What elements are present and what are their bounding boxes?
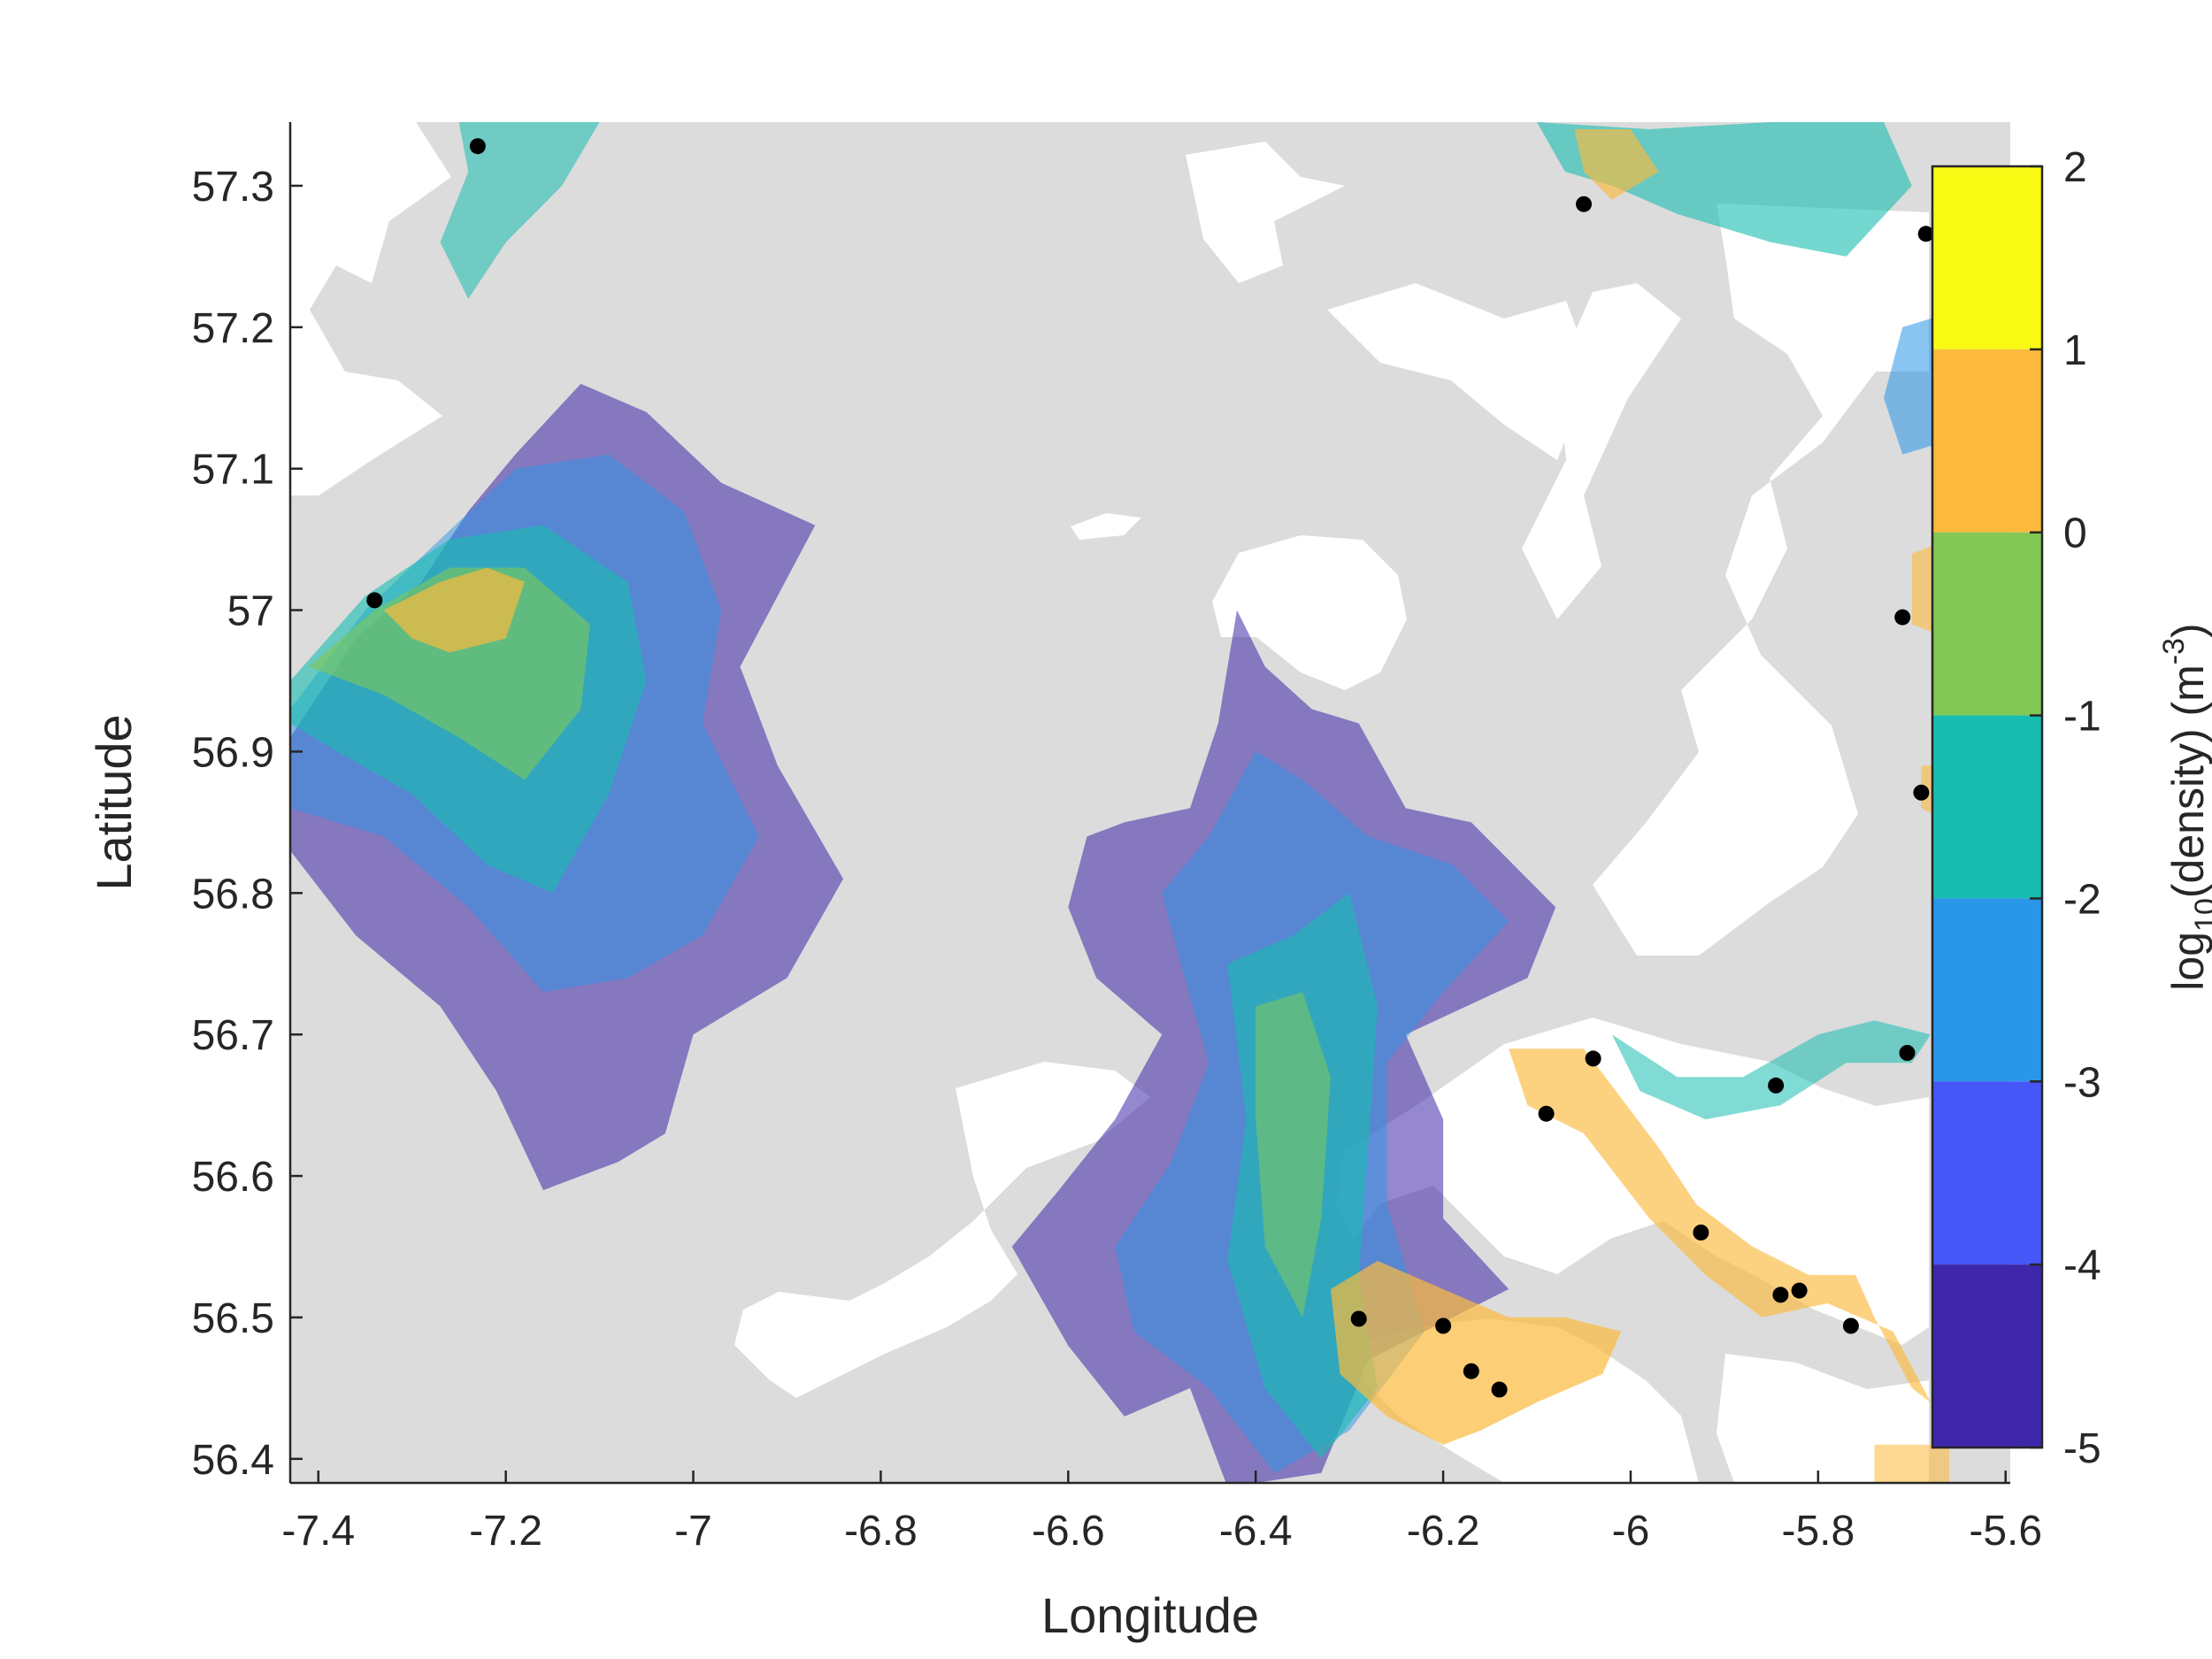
site-marker: [1463, 1363, 1479, 1379]
colorbar-label-mid: (density) (m: [2163, 664, 2212, 898]
colorbar-label-base: log: [2163, 932, 2212, 991]
colorbar-label-sub: 10: [2189, 898, 2212, 932]
colorbar-bin: [1932, 715, 2042, 899]
site-marker: [1538, 1105, 1555, 1122]
y-tick-label: 56.9: [192, 729, 274, 776]
x-tick-label: -6.4: [1219, 1508, 1293, 1555]
sea-ne-loch-b: [1522, 283, 1681, 619]
colorbar-label-end: ): [2163, 623, 2212, 638]
colorbar-ticks: 2 1 0 -1 -2 -3 -4 -5: [2030, 144, 2101, 1472]
density-region-loch-leven-arm: [1509, 1048, 1931, 1402]
x-axis-label: Longitude: [1041, 1587, 1259, 1643]
sea-ne-loch-a: [1327, 283, 1593, 460]
y-tick-label: 56.5: [192, 1295, 274, 1342]
colorbar: 210-1-2-3-4-5 log10(density) (m-3): [1931, 144, 2212, 1472]
density-region-west-plume-orange: [383, 567, 525, 653]
sea-south-central: [734, 1062, 1150, 1398]
site-marker: [1917, 226, 1934, 242]
x-tick-label: -7.4: [281, 1508, 355, 1555]
sea-areas: [290, 122, 1950, 1483]
x-tick-label: -5.6: [1969, 1508, 2042, 1555]
colorbar-bin: [1932, 166, 2042, 349]
colorbar-tick-label: 2: [2063, 144, 2087, 191]
colorbar-label-sup: -3: [2157, 638, 2191, 664]
site-marker: [469, 138, 486, 155]
colorbar-tick-label: -1: [2063, 694, 2101, 741]
y-tick-label: 57: [227, 588, 274, 635]
site-marker: [1899, 1045, 1916, 1061]
x-tick-label: -5.8: [1781, 1508, 1855, 1555]
x-tick-label: -6.8: [844, 1508, 918, 1555]
y-axis-label: Latitude: [86, 714, 142, 890]
x-tick-label: -7: [674, 1508, 712, 1555]
colorbar-bins: [1932, 166, 2042, 1448]
y-tick-label: 56.8: [192, 871, 274, 918]
site-markers: [366, 138, 1934, 1398]
site-marker: [1435, 1317, 1452, 1334]
x-tick-label: -7.2: [469, 1508, 542, 1555]
island-small: [1071, 513, 1141, 540]
y-tick-label: 56.7: [192, 1012, 274, 1059]
colorbar-bin: [1932, 349, 2042, 533]
colorbar-tick-label: -4: [2063, 1242, 2101, 1289]
map-plot: -7.4 -7.2 -7 -6.8 -6.6 -6.4 -6.2 -6 -5.8 -5.6 56.…: [86, 122, 2042, 1643]
island-north: [1212, 535, 1407, 690]
colorbar-tick-label: -3: [2063, 1059, 2101, 1106]
density-region-ne-loch-north-yellow: [1574, 129, 1659, 200]
sea-west-edge: [290, 122, 451, 495]
colorbar-tick-label: -5: [2063, 1425, 2101, 1472]
colorbar-bin: [1932, 898, 2042, 1082]
site-marker: [1576, 196, 1592, 212]
y-tick-label: 57.2: [192, 305, 274, 352]
site-marker: [1585, 1050, 1601, 1067]
site-marker: [1842, 1317, 1859, 1334]
density-layer: [290, 122, 1950, 1483]
colorbar-bin: [1932, 1081, 2042, 1265]
sea-ne-bays: [1186, 142, 1345, 283]
sea-east-inlets: [1593, 204, 1929, 956]
x-tick-label: -6.2: [1407, 1508, 1480, 1555]
density-region-upper-east-arm: [1611, 1020, 1931, 1120]
site-marker: [1772, 1286, 1789, 1303]
y-tick-label: 57.1: [192, 447, 274, 494]
density-region-west-plume-green: [309, 567, 590, 780]
site-marker: [1768, 1077, 1785, 1094]
colorbar-tick-label: 1: [2063, 327, 2087, 374]
site-marker: [1693, 1225, 1709, 1240]
colorbar-bin: [1932, 1264, 2042, 1448]
site-marker: [1791, 1282, 1808, 1299]
site-marker: [1894, 609, 1911, 626]
colorbar-tick-label: 0: [2063, 511, 2087, 557]
x-tick-label: -6: [1612, 1508, 1650, 1555]
y-tick-label: 56.4: [192, 1437, 274, 1484]
colorbar-label: log10(density) (m-3): [2157, 623, 2212, 990]
colorbar-bin: [1932, 532, 2042, 716]
density-region-north-inlet: [440, 122, 600, 299]
y-axis-ticks: 56.4 56.5 56.6 56.7 56.8 56.9 57 57.1 57.2 57.3: [192, 164, 303, 1484]
colorbar-frame: [1931, 165, 2044, 1449]
y-tick-label: 56.6: [192, 1154, 274, 1201]
x-tick-label: -6.6: [1032, 1508, 1105, 1555]
site-marker: [366, 592, 383, 609]
site-marker: [1350, 1310, 1367, 1327]
density-region-loch-sunart-basin: [1330, 1261, 1622, 1445]
y-tick-label: 57.3: [192, 164, 274, 211]
density-region-mid-plume-green: [1256, 992, 1331, 1317]
x-axis-ticks: -7.4 -7.2 -7 -6.8 -6.6 -6.4 -6.2 -6 -5.8 -5.6: [281, 1471, 2042, 1555]
site-marker: [1913, 784, 1930, 801]
colorbar-tick-label: -2: [2063, 876, 2101, 923]
site-marker: [1491, 1381, 1508, 1398]
density-region-southeast-strip: [1874, 1444, 1950, 1483]
